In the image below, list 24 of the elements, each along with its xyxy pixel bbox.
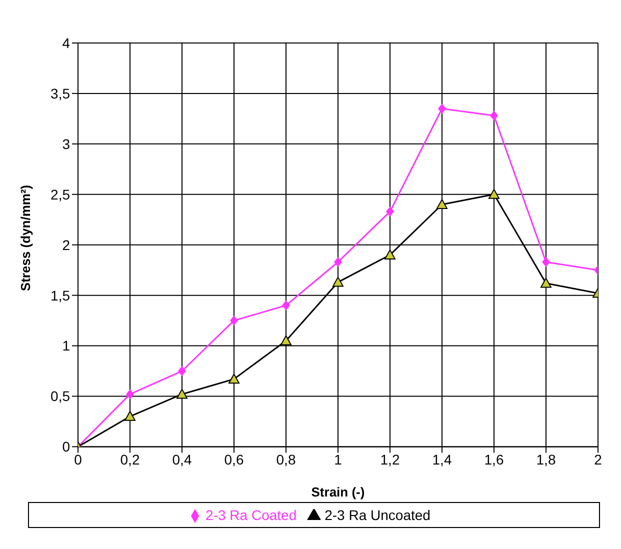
x-tick-label: 1 <box>334 452 342 468</box>
x-tick-label: 0,2 <box>120 452 140 468</box>
y-axis-title: Stress (dyn/mm²) <box>18 184 33 292</box>
y-tick-label: 2 <box>62 236 70 253</box>
x-tick-label: 1,6 <box>484 452 504 468</box>
x-tick-label: 0 <box>74 452 82 468</box>
x-tick-label: 0,4 <box>172 452 192 468</box>
y-tick-label: 4 <box>62 34 70 51</box>
y-tick-label: 1 <box>62 338 70 354</box>
x-tick-label: 2 <box>594 452 602 468</box>
y-tick-label: 3 <box>62 136 70 152</box>
y-tick-label: 0,5 <box>50 388 70 404</box>
x-tick-label: 1,8 <box>536 452 556 468</box>
x-axis-title: Strain (-) <box>311 484 365 500</box>
x-tick-label: 0,8 <box>276 452 296 468</box>
legend-label: 2-3 Ra Uncoated <box>324 506 430 523</box>
y-tick-label: 0 <box>62 438 70 455</box>
y-tick-label: 3,5 <box>50 85 70 102</box>
y-tick-label: 2,5 <box>50 186 70 202</box>
x-tick-label: 1,4 <box>432 452 452 468</box>
x-tick-label: 0,6 <box>224 452 244 468</box>
legend-label: 2-3 Ra Coated <box>206 506 297 523</box>
y-tick-label: 1,5 <box>50 287 70 304</box>
x-tick-label: 1,2 <box>380 452 400 468</box>
